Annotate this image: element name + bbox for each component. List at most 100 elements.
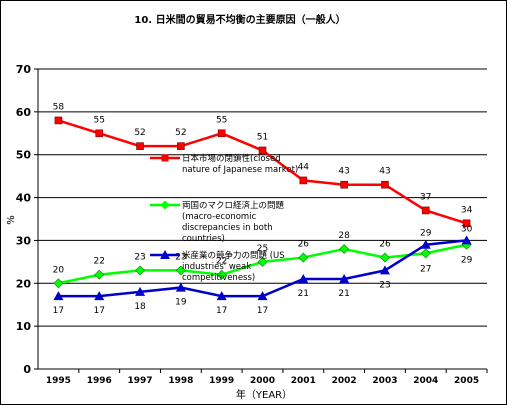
data-point xyxy=(175,265,186,276)
y-tick-label: 50 xyxy=(16,149,32,162)
legend-label: 日本市場の閉鎖性(closed xyxy=(182,153,281,164)
data-label: 26 xyxy=(379,240,391,250)
legend-label: discrepancies in both xyxy=(182,223,273,233)
x-tick-label: 2000 xyxy=(250,376,275,386)
y-tick-label: 70 xyxy=(16,63,32,76)
data-label: 26 xyxy=(298,240,310,250)
data-label: 28 xyxy=(338,231,350,241)
data-point xyxy=(135,286,146,296)
data-label: 17 xyxy=(94,306,105,316)
data-label: 52 xyxy=(175,128,186,138)
data-point xyxy=(381,180,389,189)
data-point xyxy=(299,176,308,185)
legend-label: 米産業の競争力の問題 (US xyxy=(182,250,285,261)
x-tick-label: 2005 xyxy=(454,376,479,386)
data-point xyxy=(380,252,390,263)
data-label: 17 xyxy=(257,306,268,316)
plot-background xyxy=(38,69,487,369)
data-label: 34 xyxy=(461,205,473,215)
data-label: 21 xyxy=(338,289,349,299)
data-point xyxy=(175,282,186,292)
data-label: 30 xyxy=(461,224,473,234)
legend-marker xyxy=(160,250,170,259)
data-label: 22 xyxy=(216,257,227,267)
data-label: 43 xyxy=(379,167,390,177)
data-label: 55 xyxy=(94,115,105,125)
x-tick-label: 2002 xyxy=(332,376,357,386)
legend-label: countries) xyxy=(182,234,225,244)
data-label: 19 xyxy=(175,298,187,308)
x-tick-label: 1998 xyxy=(168,376,193,386)
y-tick-label: 30 xyxy=(16,234,32,247)
data-point xyxy=(54,116,63,125)
data-point xyxy=(135,265,145,276)
x-tick-label: 1996 xyxy=(87,376,112,386)
data-point xyxy=(379,265,390,275)
data-point xyxy=(339,274,350,283)
data-label: 17 xyxy=(216,306,227,316)
x-tick-label: 2001 xyxy=(291,376,316,386)
data-label: 25 xyxy=(257,244,268,254)
data-label: 22 xyxy=(94,257,105,267)
legend-label: industries' weak xyxy=(182,262,251,272)
legend-label: nature of Japanese market) xyxy=(182,165,298,175)
x-tick-label: 1999 xyxy=(209,376,234,386)
data-point xyxy=(420,239,431,249)
data-point xyxy=(94,291,105,301)
x-axis-label: 年（YEAR） xyxy=(236,388,292,401)
data-point xyxy=(95,129,104,138)
data-label: 29 xyxy=(461,256,473,266)
data-point xyxy=(340,180,348,189)
legend-label: (macro-economic xyxy=(182,212,257,222)
data-label: 58 xyxy=(53,102,65,112)
y-tick-label: 20 xyxy=(16,277,32,290)
data-label: 17 xyxy=(53,306,64,316)
y-tick-label: 10 xyxy=(16,320,32,333)
data-point xyxy=(258,146,267,155)
data-point xyxy=(217,129,226,138)
chart-title: 10. 日米間の貿易不均衡の主要原因（一般人） xyxy=(134,13,345,26)
data-point xyxy=(216,291,227,301)
data-point xyxy=(94,269,105,280)
data-label: 37 xyxy=(420,192,431,202)
data-label: 21 xyxy=(298,289,309,299)
data-label: 29 xyxy=(420,229,432,239)
data-label: 23 xyxy=(134,252,145,262)
data-point xyxy=(257,256,268,267)
plot-area: 0 10 20 30 40 50 60 70 1995 1996 1997 1998 1999 2000 2… xyxy=(16,63,488,386)
data-point xyxy=(298,274,309,283)
legend-marker xyxy=(161,154,169,162)
data-label: 43 xyxy=(338,167,349,177)
data-point xyxy=(420,248,431,259)
data-label: 51 xyxy=(257,132,268,142)
data-point xyxy=(339,244,350,254)
data-point xyxy=(216,269,227,280)
data-label: 20 xyxy=(53,265,65,275)
data-label: 23 xyxy=(175,252,186,262)
data-point xyxy=(462,219,471,228)
data-label: 18 xyxy=(134,302,146,312)
data-point xyxy=(298,252,309,263)
legend-marker xyxy=(160,200,170,210)
data-point xyxy=(421,206,430,215)
y-tick-label: 0 xyxy=(23,363,31,376)
x-tick-label: 1995 xyxy=(46,376,71,386)
legend-label: 両国のマクロ経済上の問題 xyxy=(182,200,285,211)
y-axis-label: % xyxy=(6,215,17,225)
data-point xyxy=(177,142,185,150)
data-label: 23 xyxy=(379,280,390,290)
data-point xyxy=(136,142,144,150)
data-point xyxy=(461,235,472,245)
y-tick-label: 60 xyxy=(16,106,32,119)
data-label: 44 xyxy=(298,162,310,172)
data-label: 55 xyxy=(216,115,227,125)
data-point xyxy=(257,291,268,301)
data-label: 27 xyxy=(420,264,431,274)
x-tick-label: 2004 xyxy=(413,376,438,386)
y-tick-label: 40 xyxy=(16,192,32,205)
data-label: 52 xyxy=(134,128,145,138)
data-point xyxy=(53,278,64,289)
x-tick-label: 2003 xyxy=(372,376,397,386)
x-tick-label: 1997 xyxy=(128,376,153,386)
